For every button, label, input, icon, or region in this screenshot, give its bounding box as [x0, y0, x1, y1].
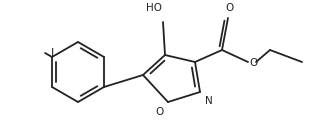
Text: O: O	[249, 58, 257, 68]
Text: O: O	[156, 107, 164, 117]
Text: O: O	[225, 3, 233, 13]
Text: N: N	[205, 96, 213, 106]
Text: HO: HO	[146, 3, 162, 13]
Text: I: I	[51, 48, 54, 58]
